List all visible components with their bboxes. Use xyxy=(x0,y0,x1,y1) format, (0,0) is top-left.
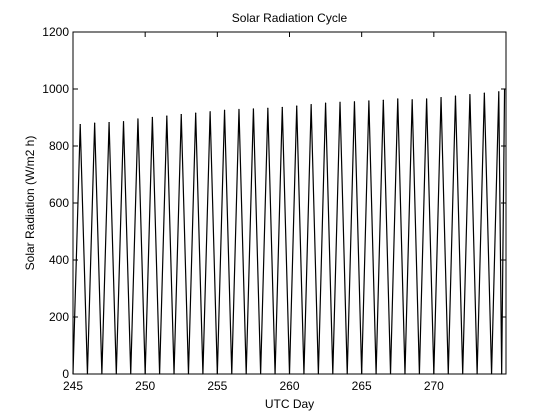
series-peak-point xyxy=(483,92,485,94)
series-peak-point xyxy=(469,94,471,96)
series-peak-point xyxy=(166,115,168,117)
y-axis-label: Solar Radiation (W/m2 h) xyxy=(23,136,37,271)
chart-title: Solar Radiation Cycle xyxy=(232,11,348,25)
series-peak-point xyxy=(180,114,182,116)
series-peak-point xyxy=(267,107,269,109)
y-tick-label: 0 xyxy=(62,367,69,381)
series-peak-point xyxy=(411,99,413,101)
x-tick-label: 260 xyxy=(279,379,299,393)
series-peak-point xyxy=(137,118,139,120)
series-layer xyxy=(72,88,506,375)
series-peak-point xyxy=(454,95,457,97)
x-tick-label: 265 xyxy=(352,379,372,393)
x-tick-label: 270 xyxy=(424,379,444,393)
series-peak-point xyxy=(426,98,428,100)
series-peak-point xyxy=(397,98,399,100)
series-peak-point xyxy=(368,100,370,102)
y-tick-label: 200 xyxy=(49,310,69,324)
series-peak-point xyxy=(339,101,341,103)
series-peak-point xyxy=(223,109,226,111)
series-peak-point xyxy=(296,105,298,107)
y-tick-label: 1200 xyxy=(42,25,69,39)
series-peak-point xyxy=(252,108,255,110)
series-peak-point xyxy=(122,121,125,123)
y-tick-label: 400 xyxy=(49,253,69,267)
series-peak-point xyxy=(281,106,283,109)
series-peak-point xyxy=(440,96,442,99)
series-peak-point xyxy=(108,122,110,124)
series-line xyxy=(72,88,506,375)
series-peak-point xyxy=(94,122,96,124)
ticks-layer: 245 250 255 260 265 270 0 200 400 600 800 1000 1200 xyxy=(42,25,506,393)
series-peak-point xyxy=(151,116,153,119)
series-peak-point xyxy=(324,102,327,104)
y-tick-label: 600 xyxy=(49,196,69,210)
series-peak-point xyxy=(353,101,356,103)
x-tick-label: 245 xyxy=(63,379,83,393)
series-peak-point xyxy=(310,104,312,106)
plot-area xyxy=(72,31,507,375)
series-peak-point xyxy=(79,124,81,126)
x-tick-label: 250 xyxy=(135,379,155,393)
series-peak-point xyxy=(238,108,240,111)
series-peak-point xyxy=(195,112,197,114)
series-peak-point xyxy=(382,99,384,101)
y-tick-label: 1000 xyxy=(42,82,69,96)
x-tick-label: 255 xyxy=(207,379,227,393)
series-peak-point xyxy=(498,91,500,93)
y-tick-label: 800 xyxy=(49,139,69,153)
series-peak-point xyxy=(503,88,506,90)
x-axis-label: UTC Day xyxy=(265,397,314,411)
series-peak-point xyxy=(209,111,211,113)
